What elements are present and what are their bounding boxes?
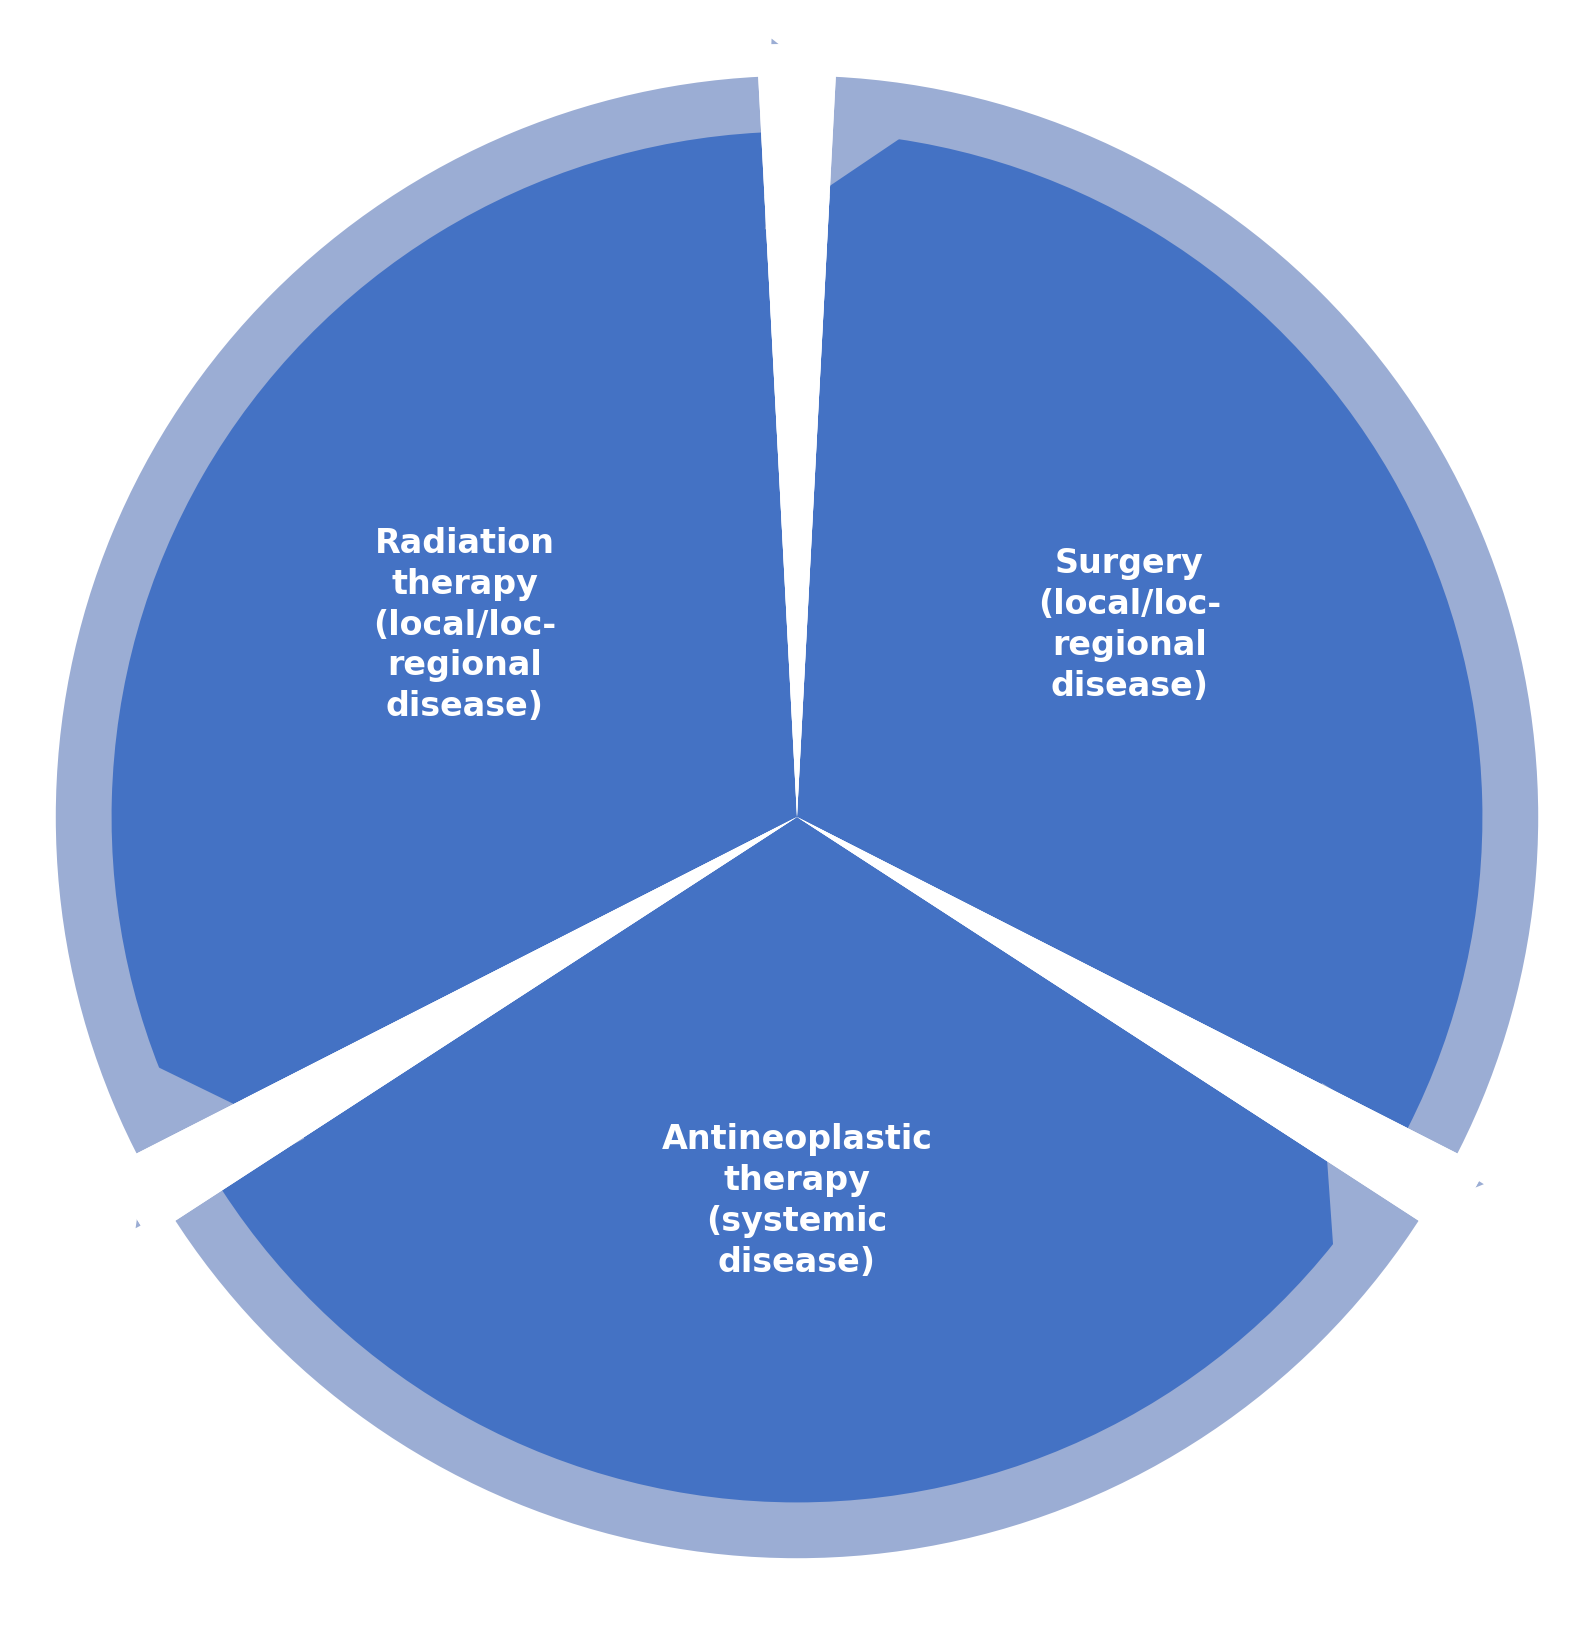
- Wedge shape: [797, 817, 1486, 1239]
- Text: Antineoplastic
therapy
(systemic
disease): Antineoplastic therapy (systemic disease…: [662, 1123, 932, 1278]
- Wedge shape: [108, 817, 797, 1239]
- Text: Radiation
therapy
(local/loc-
regional
disease): Radiation therapy (local/loc- regional d…: [373, 528, 556, 724]
- Wedge shape: [112, 132, 797, 1127]
- Wedge shape: [797, 817, 1486, 1239]
- Wedge shape: [222, 817, 1372, 1502]
- Wedge shape: [757, 44, 837, 817]
- Wedge shape: [56, 75, 1538, 1559]
- Wedge shape: [797, 132, 1482, 1127]
- Text: Surgery
(local/loc-
regional
disease): Surgery (local/loc- regional disease): [1038, 547, 1221, 703]
- Polygon shape: [1321, 1083, 1484, 1245]
- Wedge shape: [108, 817, 797, 1239]
- Polygon shape: [765, 39, 899, 230]
- Polygon shape: [135, 1067, 304, 1229]
- Wedge shape: [757, 44, 837, 817]
